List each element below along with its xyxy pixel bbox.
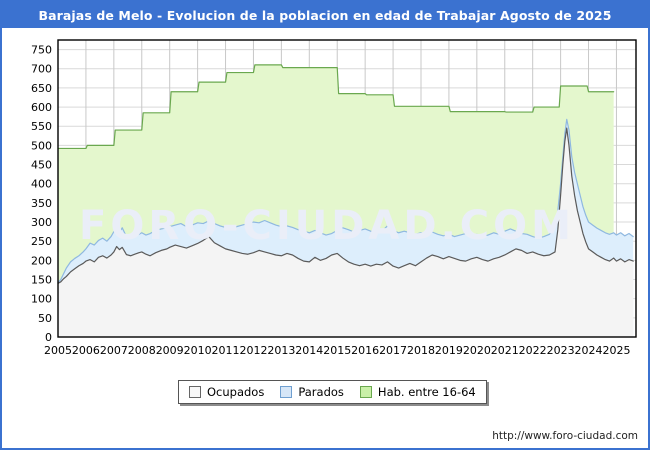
- plot-area: FORO-CIUDAD.COM 0 50 100 150 200 250 300 350 400…: [2, 28, 648, 448]
- x-axis-tick-label: 2008: [128, 344, 156, 357]
- y-axis-tick-label: 500: [31, 139, 52, 152]
- legend-item-parados[interactable]: Parados: [280, 385, 344, 399]
- x-axis-tick-label: 2011: [212, 344, 240, 357]
- x-axis-tick-label: 2007: [100, 344, 128, 357]
- y-axis-tick-label: 550: [31, 120, 52, 133]
- y-axis-tick-label: 650: [31, 82, 52, 95]
- series-line-hab-entre-16-64: [57, 64, 615, 150]
- x-axis-tick-label: 2006: [72, 344, 100, 357]
- chart-legend: Ocupados Parados Hab. entre 16-64: [178, 380, 487, 404]
- x-axis-tick-label: 2013: [267, 344, 295, 357]
- x-axis-tick-label: 2005: [44, 344, 72, 357]
- series-line-parados: [57, 118, 634, 284]
- y-axis-tick-label: 100: [31, 293, 52, 306]
- series-line-ocupados: [57, 127, 634, 284]
- x-axis-tick-label: 2015: [323, 344, 351, 357]
- x-axis-tick-label: 2012: [239, 344, 267, 357]
- y-axis-tick-label: 350: [31, 197, 52, 210]
- x-axis-tick-label: 2020: [463, 344, 491, 357]
- x-axis-tick-label: 2017: [379, 344, 407, 357]
- plot-frame: [57, 39, 637, 338]
- y-axis-tick-label: 750: [31, 44, 52, 57]
- window-title-bar: Barajas de Melo - Evolucion de la poblac…: [2, 2, 648, 28]
- source-url[interactable]: http://www.foro-ciudad.com: [492, 430, 638, 442]
- legend-swatch-habitantes: [359, 386, 372, 398]
- y-axis-tick-label: 450: [31, 159, 52, 172]
- x-axis-tick-label: 2021: [491, 344, 519, 357]
- x-axis-tick-label: 2009: [156, 344, 184, 357]
- y-axis-tick-label: 300: [31, 216, 52, 229]
- legend-swatch-ocupados: [189, 386, 201, 398]
- x-axis-tick-label: 2024: [575, 344, 603, 357]
- legend-swatch-parados: [280, 386, 293, 398]
- legend-item-habitantes[interactable]: Hab. entre 16-64: [359, 385, 476, 399]
- y-axis-tick-label: 250: [31, 235, 52, 248]
- x-axis-tick-label: 2010: [184, 344, 212, 357]
- series-area-ocupados: [58, 128, 634, 337]
- legend-label-parados: Parados: [298, 385, 344, 399]
- x-axis-tick-label: 2014: [295, 344, 323, 357]
- x-axis-tick-label: 2018: [407, 344, 435, 357]
- y-axis-tick-label: 700: [31, 63, 52, 76]
- x-axis-tick-label: 2019: [435, 344, 463, 357]
- x-axis-tick-label: 2023: [547, 344, 575, 357]
- x-axis-tick-label: 2022: [519, 344, 547, 357]
- y-axis-tick-label: 600: [31, 101, 52, 114]
- legend-item-ocupados[interactable]: Ocupados: [189, 385, 264, 399]
- legend-label-ocupados: Ocupados: [207, 385, 265, 399]
- page-title: Barajas de Melo - Evolucion de la poblac…: [38, 7, 612, 23]
- y-axis-tick-label: 400: [31, 178, 52, 191]
- y-axis-tick-label: 50: [38, 312, 52, 325]
- y-axis-tick-label: 0: [45, 331, 52, 344]
- chart-svg: 0 50 100 150 200 250 300 350 400 450 500 550 600 650 7…: [31, 39, 637, 357]
- x-axis-tick-label: 2016: [351, 344, 379, 357]
- x-axis-tick-label: 2025: [602, 344, 630, 357]
- y-axis-tick-label: 200: [31, 254, 52, 267]
- y-axis-tick-label: 150: [31, 274, 52, 287]
- legend-label-habitantes: Hab. entre 16-64: [377, 385, 476, 399]
